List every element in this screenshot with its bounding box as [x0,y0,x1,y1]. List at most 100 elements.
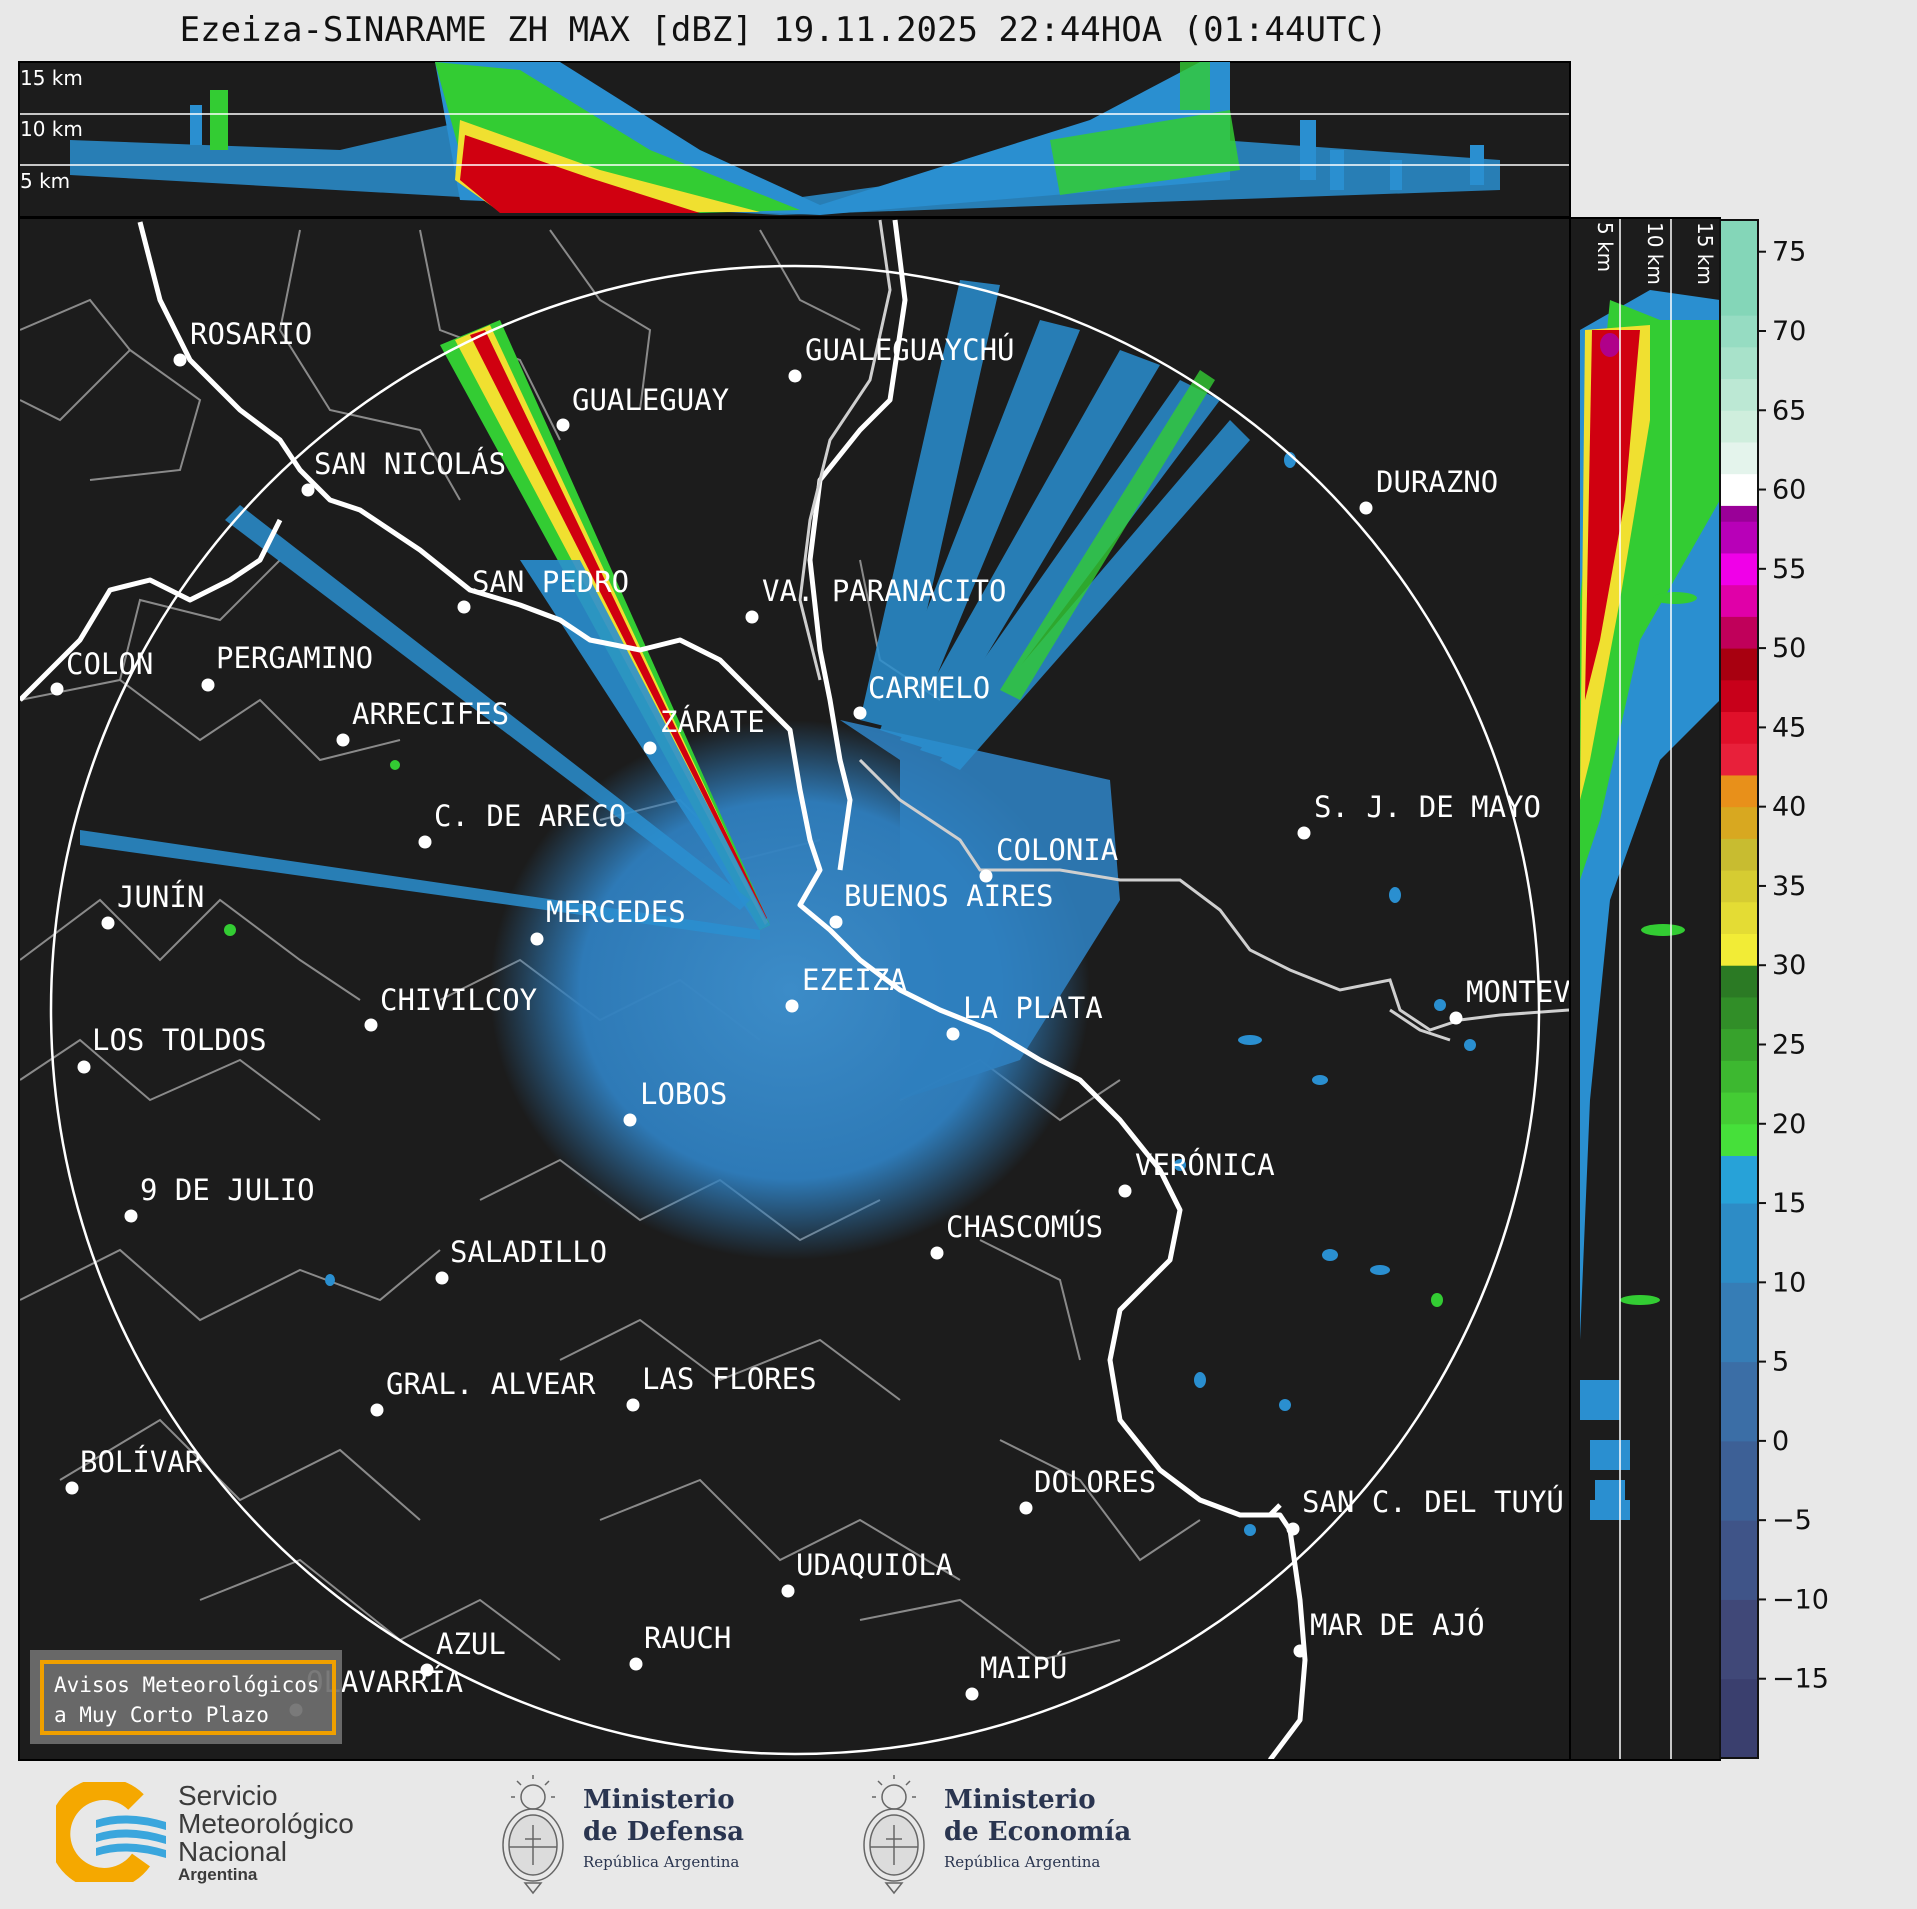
city-label: CHASCOMÚS [946,1210,1103,1244]
colorbar-band [1720,1155,1758,1204]
colorbar-tick-label: 20 [1772,1109,1806,1140]
altitude-label-15km: 15 km [20,66,83,90]
city-dot-icon [101,916,115,930]
colorbar-band [1720,441,1758,475]
colorbar-band [1720,1361,1758,1442]
city-marker: GUALEGUAYCHÚ [788,333,1015,383]
city-marker: DURAZNO [1359,465,1498,515]
city-marker: LA PLATA [946,991,1103,1041]
city-dot-icon [979,869,993,883]
city-label: ARRECIFES [352,697,509,731]
city-marker: SALADILLO [435,1235,607,1285]
city-label: SAN C. DEL TUYÚ [1302,1485,1564,1519]
city-dot-icon [418,835,432,849]
city-dot-icon [435,1271,449,1285]
warning-line-2: a Muy Corto Plazo [54,1703,269,1727]
radar-map-panel: ROSARIO GUALEGUAYCHÚ GUALEGUAY SAN NICOLÁS D… [18,217,1571,1761]
city-dot-icon [77,1060,91,1074]
city-marker: ARRECIFES [336,697,509,747]
city-marker: MERCEDES [530,895,686,946]
city-dot-icon [124,1209,138,1223]
colorbar-band [1720,1599,1758,1680]
altitude-label-5km: 5 km [20,169,70,193]
city-label: SALADILLO [450,1235,607,1269]
very-short-term-warnings-link[interactable]: Avisos Meteorológicos a Muy Corto Plazo [40,1660,336,1735]
colorbar-tick-label: −5 [1772,1505,1812,1536]
colorbar-band [1720,648,1758,681]
colorbar-band [1720,774,1758,808]
city-label: MERCEDES [546,895,686,929]
city-label: C. DE ARECO [434,799,626,833]
city-marker: ZÁRATE [643,705,765,755]
colorbar-band [1720,552,1758,586]
city-marker: SAN C. DEL TUYÚ [1286,1485,1564,1536]
city-dot-icon [1449,1011,1463,1025]
radar-range-ring [49,264,1541,1756]
city-marker: JUNÍN [101,880,204,930]
defensa-logo: Ministerio de Defensa República Argentin… [495,1775,755,1895]
city-marker: MAIPÚ [965,1651,1067,1701]
city-marker: UDAQUIOLA [781,1548,953,1598]
smn-line2: Meteorológico [178,1808,354,1839]
city-label: PERGAMINO [216,641,373,675]
city-dot-icon [556,418,570,432]
city-label: GUALEGUAYCHÚ [805,333,1015,367]
defensa-line3: República Argentina [583,1853,740,1871]
city-marker: LAS FLORES [626,1362,817,1412]
colorbar-band [1720,806,1758,839]
city-marker: EZEIZA [785,963,907,1013]
colorbar-band [1720,220,1758,316]
city-label: CHIVILCOY [380,983,537,1017]
colorbar-band [1720,346,1758,380]
colorbar-band [1720,1440,1758,1521]
city-label: RAUCH [644,1621,731,1655]
city-dot-icon [1359,501,1373,515]
argentina-coat-of-arms-icon [502,1775,564,1895]
city-label: LOS TOLDOS [92,1023,267,1057]
city-marker: COLONIA [979,833,1118,883]
argentina-coat-of-arms-icon [863,1775,925,1895]
colorbar-band [1720,584,1758,617]
city-label: LA PLATA [963,991,1103,1025]
colorbar-band [1720,1203,1758,1283]
city-dot-icon [965,1687,979,1701]
city-marker: BUENOS AIRES [829,879,1054,929]
city-label: JUNÍN [117,880,204,914]
defensa-line1: Ministerio [583,1785,735,1815]
city-markers: ROSARIO GUALEGUAYCHÚ GUALEGUAY SAN NICOLÁS D… [50,317,1569,1717]
city-marker: VA. PARANACITO [745,574,1006,624]
smn-logo: Servicio Meteorológico Nacional Argentin… [56,1782,396,1884]
city-dot-icon [829,915,843,929]
city-label: GUALEGUAY [572,383,729,417]
city-dot-icon [629,1657,643,1671]
colorbar-tick-label: 30 [1772,950,1806,981]
colorbar-band [1720,521,1758,554]
city-dot-icon [1118,1184,1132,1198]
colorbar-band [1720,901,1758,935]
city-marker: LOS TOLDOS [77,1023,267,1074]
colorbar-tick-label: 75 [1772,237,1806,268]
colorbar-band [1720,743,1758,776]
colorbar-band [1720,315,1758,348]
colorbar-band [1720,1282,1758,1363]
colorbar-band [1720,933,1758,966]
colorbar-tick-label: 40 [1772,792,1806,823]
city-dot-icon [1297,826,1311,840]
economia-logo: Ministerio de Economía República Argenti… [856,1775,1136,1895]
city-label: MAIPÚ [980,1651,1067,1685]
colorbar-band [1720,1060,1758,1093]
city-marker: S. J. DE MAYO [1297,790,1541,840]
colorbar-band [1720,965,1758,998]
colorbar-band [1720,996,1758,1030]
city-dot-icon [173,353,187,367]
colorbar-band [1720,1123,1758,1156]
city-dot-icon [623,1113,637,1127]
colorbar-tick-label: 25 [1772,1029,1806,1060]
city-label: ROSARIO [190,317,312,351]
uruguay-border [798,219,1569,1042]
city-marker: CARMELO [853,671,990,720]
colorbar-band [1720,616,1758,649]
city-marker: MAR DE AJÓ [1293,1608,1485,1658]
